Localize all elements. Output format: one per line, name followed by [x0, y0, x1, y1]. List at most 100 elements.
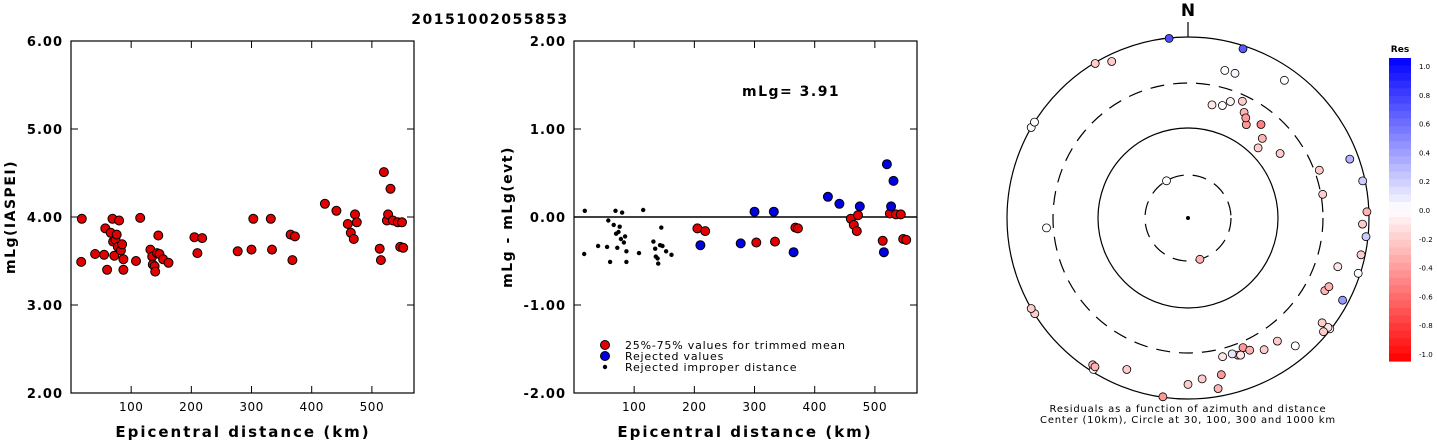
- ring-100km: [1097, 127, 1279, 309]
- data-point: [398, 242, 409, 253]
- y-tick-label: 2.00: [530, 35, 566, 50]
- y-tick-label: -1.00: [524, 299, 566, 314]
- station-marker: [1026, 304, 1036, 313]
- station-marker: [1216, 370, 1226, 380]
- colorbar-cell: [1389, 300, 1411, 309]
- station-marker: [1220, 66, 1230, 75]
- data-point: [331, 205, 342, 216]
- data-point: [624, 249, 629, 254]
- station-marker: [1227, 349, 1237, 359]
- y-tick-label: 0.00: [530, 211, 566, 226]
- station-marker: [1197, 374, 1207, 384]
- station-markers: [1026, 34, 1372, 402]
- data-point: [604, 244, 610, 250]
- data-point: [615, 245, 620, 250]
- data-point: [834, 198, 845, 209]
- data-point: [877, 235, 888, 246]
- station-marker: [1290, 341, 1300, 351]
- x-tick-label: 500: [863, 400, 887, 414]
- data-point: [624, 259, 629, 265]
- data-point: [118, 254, 129, 265]
- x-tick-label: 400: [802, 400, 826, 414]
- colorbar-cell: [1389, 270, 1411, 279]
- data-point: [901, 234, 912, 245]
- colorbar-cell: [1389, 345, 1411, 355]
- station-marker: [1257, 133, 1267, 143]
- data-point: [611, 222, 616, 228]
- colorbar-cell: [1389, 217, 1411, 226]
- data-point: [232, 246, 243, 257]
- station-marker: [1275, 149, 1285, 158]
- station-marker: [1226, 97, 1235, 106]
- x-tick-label: 300: [239, 400, 263, 414]
- colorbar-cell: [1389, 58, 1411, 67]
- magnitude-chart: 2.00 3.00 4.00 5.00 6.00 100 200 300 400 500 mLg…: [3, 35, 415, 441]
- colorbar-cell: [1389, 95, 1411, 105]
- legend: 25%-75% values for trimmed mean Rejected…: [600, 339, 846, 374]
- station-marker: [1107, 57, 1117, 66]
- colorbar-cell: [1389, 224, 1411, 233]
- residual-chart: -2.00 -1.00 0.00 1.00 2.00 100 200 300 400 500 m…: [500, 35, 918, 441]
- colorbar-cell: [1389, 330, 1411, 339]
- data-point: [385, 183, 396, 194]
- y-axis-ticks: 2.00 3.00 4.00 5.00 6.00: [27, 35, 414, 402]
- epicenter-marker: [1186, 216, 1190, 220]
- station-marker: [1158, 392, 1168, 402]
- y-tick-label: 6.00: [27, 35, 63, 50]
- legend-marker-trimmed: [600, 340, 610, 350]
- data-point: [651, 239, 656, 244]
- colorbar-cell: [1389, 285, 1411, 294]
- data-point: [751, 237, 762, 248]
- data-point: [768, 206, 779, 217]
- colorbar-cell: [1389, 209, 1411, 218]
- colorbar-tick-labels: 1.0 0.8 0.6 0.4 0.2 0.0 -0.2 -0.4 -0.6 -0.8 -1.0: [1419, 63, 1433, 359]
- data-point: [374, 243, 385, 254]
- station-marker: [1345, 154, 1355, 164]
- colorbar-cell: [1389, 247, 1411, 256]
- y-tick-label: 4.00: [27, 211, 63, 226]
- x-axis-ticks: 100 200 300 400 500: [119, 41, 384, 414]
- data-point: [90, 249, 101, 259]
- y-tick-label: 5.00: [27, 123, 63, 138]
- colorbar-cell: [1389, 118, 1411, 127]
- colorbar-cell: [1389, 201, 1411, 211]
- data-point: [135, 212, 146, 223]
- data-point: [76, 213, 87, 224]
- station-marker: [1241, 113, 1251, 123]
- legend-label-trimmed: 25%-75% values for trimmed mean: [625, 339, 846, 352]
- colorbar-cell: [1389, 338, 1411, 347]
- data-point: [319, 198, 330, 209]
- data-point: [621, 240, 627, 245]
- data-point: [582, 251, 587, 257]
- colorbar-cell: [1389, 80, 1411, 89]
- colorbar-cell: [1389, 126, 1411, 135]
- colorbar-cell: [1389, 141, 1411, 150]
- legend-marker-rejected: [600, 351, 610, 361]
- data-point: [595, 243, 601, 249]
- data-point: [788, 247, 799, 258]
- colorbar-title: Res: [1391, 45, 1409, 55]
- data-point: [822, 191, 833, 202]
- data-point: [641, 207, 646, 213]
- station-marker: [1324, 282, 1334, 292]
- station-marker: [1358, 176, 1368, 186]
- data-point: [153, 230, 164, 241]
- colorbar-cell: [1389, 186, 1411, 195]
- data-point: [735, 238, 746, 249]
- colorbar-tick-label: -0.8: [1419, 322, 1433, 330]
- data-points: [76, 167, 409, 277]
- station-marker: [1238, 44, 1248, 54]
- data-point: [607, 259, 613, 265]
- data-point: [792, 223, 803, 234]
- data-point: [102, 264, 113, 275]
- ring-30km: [1144, 174, 1232, 262]
- x-tick-label: 100: [119, 400, 143, 414]
- data-point: [659, 225, 664, 230]
- data-point: [618, 236, 624, 242]
- azimuth-residual-chart: N Residuals as a function of azimuth and…: [1006, 1, 1372, 426]
- data-point: [248, 213, 259, 224]
- colorbar-cell: [1389, 133, 1411, 142]
- x-tick-label: 200: [682, 400, 706, 414]
- station-marker: [1207, 100, 1217, 110]
